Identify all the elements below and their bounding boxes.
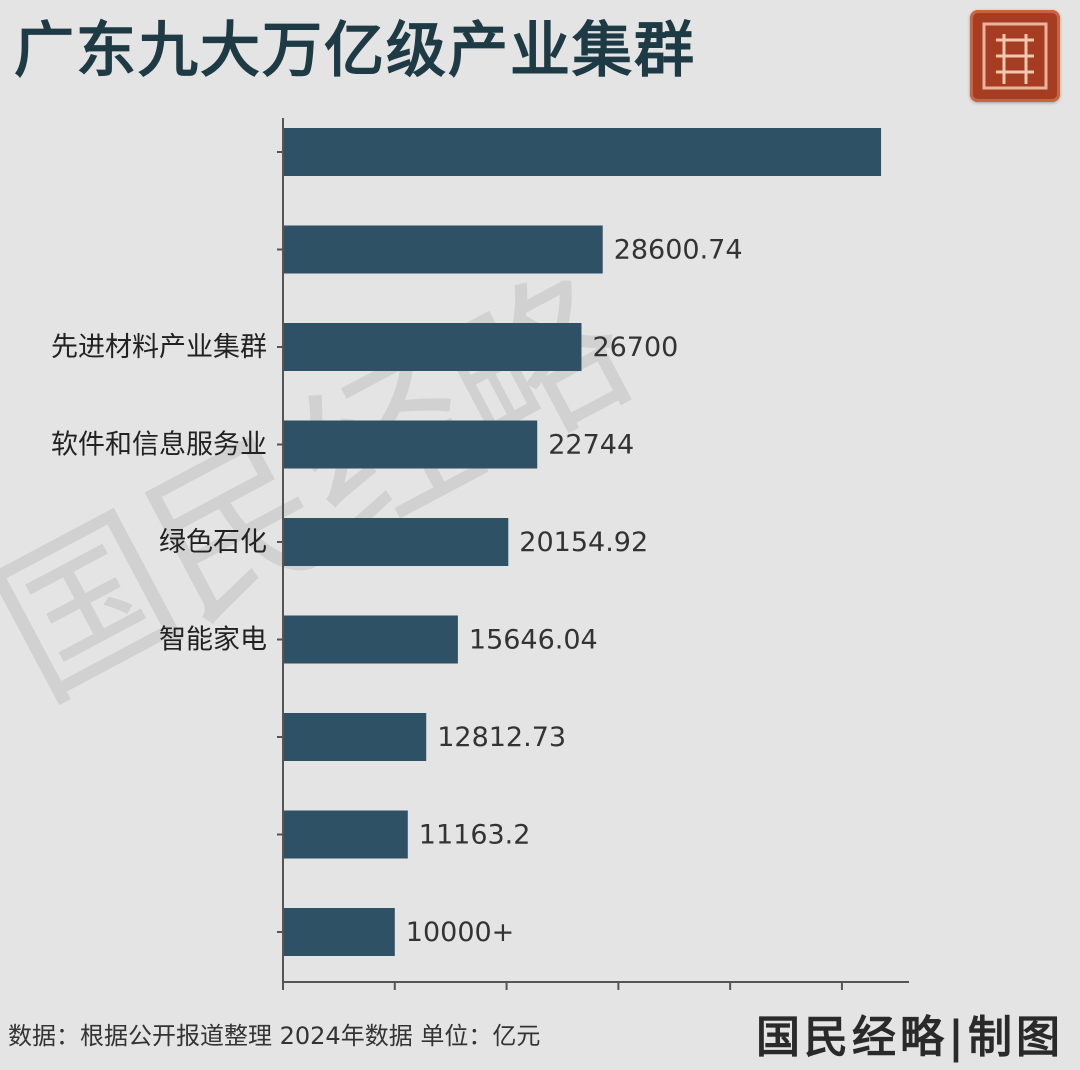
category-label: 软件和信息服务业 bbox=[51, 430, 267, 461]
bar bbox=[283, 908, 395, 956]
bar-value-label: 28600.74 bbox=[614, 235, 743, 266]
bar bbox=[283, 713, 427, 761]
bar-value-label: 11163.2 bbox=[419, 820, 531, 851]
bar bbox=[283, 225, 603, 274]
seal-stamp-icon bbox=[970, 10, 1060, 102]
credit: 国民经略|制图 bbox=[755, 1012, 1064, 1063]
bar-value-label: 10000+ bbox=[406, 917, 515, 948]
category-label: 先进材料产业集群 bbox=[51, 332, 267, 363]
category-label: 智能家电 bbox=[159, 625, 267, 656]
bar-value-label: 15646.04 bbox=[469, 625, 598, 656]
bar bbox=[283, 810, 408, 859]
bar bbox=[283, 615, 458, 664]
bar bbox=[283, 323, 582, 371]
page-title: 广东九大万亿级产业集群 bbox=[14, 16, 696, 86]
bar-value-label: 26700 bbox=[592, 332, 678, 363]
bar-value-label: 20154.92 bbox=[519, 527, 648, 558]
bar bbox=[283, 420, 538, 469]
bar bbox=[283, 128, 882, 176]
bar bbox=[283, 518, 509, 566]
bar-value-label: 22744 bbox=[548, 430, 634, 461]
source-note: 数据：根据公开报道整理 2024年数据 单位：亿元 bbox=[8, 1022, 541, 1050]
category-label: 绿色石化 bbox=[159, 527, 267, 558]
bar-value-label: 12812.73 bbox=[437, 722, 566, 753]
